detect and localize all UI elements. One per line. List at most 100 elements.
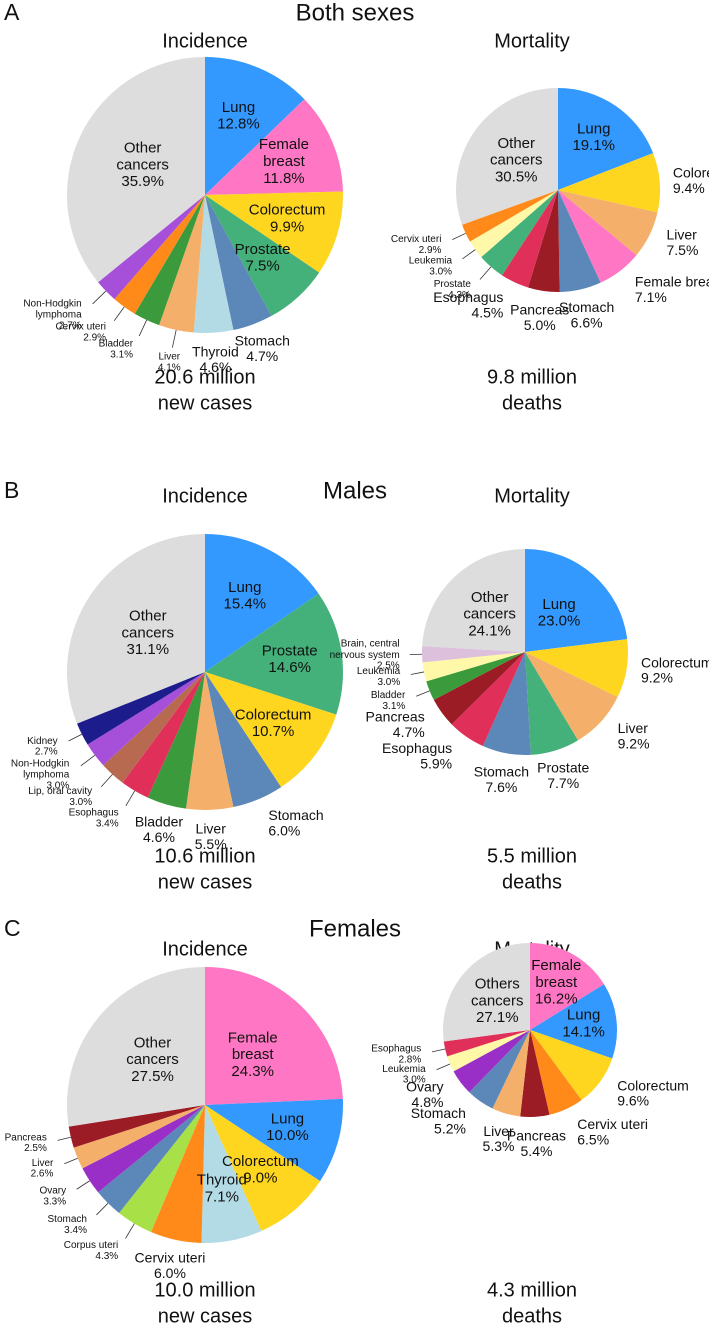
pie-slice: [122, 672, 205, 798]
caption: 4.3 million: [487, 1279, 577, 1301]
slice-value: 5.2%: [434, 1120, 466, 1136]
pie-slice: [520, 1030, 550, 1117]
slice-label: Other cancers: [126, 1034, 179, 1068]
slice-value: 3.0%: [377, 677, 400, 688]
pie-slice: [558, 190, 637, 283]
slice-label: Cervix uteri: [135, 1249, 206, 1265]
leader-line: [462, 249, 476, 260]
pie-slice: [558, 190, 601, 292]
leader-line: [80, 754, 96, 767]
slice-label: Liver: [483, 1123, 514, 1139]
pie-slice: [422, 646, 525, 663]
slice-value: 9.6%: [617, 1093, 649, 1109]
pie-slice: [482, 652, 531, 756]
slice-label: Pancreas: [366, 708, 425, 724]
slice-label: Lung: [228, 579, 261, 596]
pie-slice: [134, 195, 205, 326]
slice-label: Bladder: [135, 813, 184, 829]
slice-label: Stomach: [411, 1105, 466, 1121]
slice-label: Lung: [271, 1110, 304, 1127]
slice-label: Thyroid: [197, 1171, 247, 1188]
pie-slice: [205, 672, 337, 788]
slice-value: 2.6%: [31, 1169, 54, 1180]
slice-value: 6.0%: [268, 822, 300, 838]
slice-label: Stomach: [559, 299, 614, 315]
slice-value: 5.9%: [420, 756, 452, 772]
slice-value: 4.7%: [246, 348, 278, 364]
slice-value: 4.6%: [143, 829, 175, 845]
pie-slice: [205, 534, 319, 672]
slice-label: Liver: [158, 351, 180, 362]
slice-label: Lung: [222, 99, 255, 116]
slice-value: 5.0%: [524, 317, 556, 333]
slice-label: Cervix uteri: [55, 321, 106, 332]
slice-value: 4.1%: [158, 362, 181, 373]
pie-slice: [558, 153, 661, 213]
slice-value: 7.5%: [666, 242, 698, 258]
panel-title: Both sexes: [296, 0, 415, 26]
pie-slice: [205, 1098, 343, 1182]
pie-slice: [114, 195, 205, 314]
slice-label: Cervix uteri: [391, 234, 442, 245]
leader-line: [76, 1180, 90, 1190]
slice-value: 2.5%: [377, 661, 400, 672]
caption: 5.5 million: [487, 845, 577, 867]
slice-label: Stomach: [235, 332, 290, 348]
slice-label: Female breast: [259, 136, 309, 170]
slice-label: Colorectum: [249, 202, 326, 219]
leader-line: [125, 790, 136, 806]
pie-slice: [492, 1030, 530, 1117]
slice-label: Liver: [618, 720, 649, 736]
leader-line: [479, 266, 492, 280]
pie-slice: [67, 57, 205, 283]
pie-slice: [525, 652, 618, 741]
pie-slice: [422, 549, 525, 652]
pie-slice: [525, 639, 628, 698]
slice-label: Leukemia: [382, 1063, 426, 1074]
slice-value: 2.9%: [83, 332, 106, 343]
slice-label: Pancreas: [507, 1127, 566, 1143]
slice-label: Others cancers: [471, 976, 524, 1010]
slice-value: 4.3%: [95, 1251, 118, 1262]
pie-slice: [82, 1105, 205, 1193]
slice-label: Prostate: [262, 642, 318, 659]
pie-slice: [205, 191, 343, 273]
slice-value: 3.4%: [64, 1225, 87, 1236]
slice-label: Stomach: [268, 807, 323, 823]
slice-label: Pancreas: [510, 301, 569, 317]
pie-slice: [68, 1105, 206, 1148]
pie-slice: [193, 195, 234, 333]
slice-value: 7.6%: [485, 779, 517, 795]
slice-value: 27.1%: [476, 1009, 519, 1026]
slice-label: Leukemia: [357, 666, 401, 677]
slice-value: 23.0%: [538, 613, 581, 630]
slice-value: 4.5%: [471, 305, 503, 321]
leader-line: [96, 1202, 109, 1216]
slice-value: 10.0%: [266, 1127, 309, 1144]
pie-slice: [205, 195, 272, 331]
pie-slice: [98, 1105, 205, 1213]
pie-slice: [422, 652, 525, 682]
slice-label: Esophagus: [371, 1043, 421, 1054]
slice-value: 24.1%: [468, 622, 511, 639]
slice-label: Lung: [542, 596, 575, 613]
slice-value: 30.5%: [495, 168, 538, 185]
slice-label: Lip, oral cavity: [28, 786, 92, 797]
pie-slice: [443, 1030, 530, 1057]
slice-label: Colorectum: [617, 1077, 689, 1093]
slice-label: Other cancers: [122, 608, 175, 642]
slice-value: 3.0%: [429, 267, 452, 278]
leader-line: [125, 1223, 135, 1239]
pie-slice: [205, 672, 282, 808]
pie-slice: [481, 190, 558, 276]
slice-value: 2.5%: [24, 1143, 47, 1154]
slice-value: 3.0%: [403, 1075, 426, 1086]
slice-value: 3.1%: [110, 349, 133, 360]
leader-line: [452, 232, 466, 240]
slice-value: 15.4%: [224, 596, 267, 613]
slice-value: 4.8%: [412, 1094, 444, 1110]
slice-label: Liver: [196, 820, 227, 836]
pie-slice: [530, 984, 617, 1059]
slice-value: 5.5%: [195, 836, 227, 852]
